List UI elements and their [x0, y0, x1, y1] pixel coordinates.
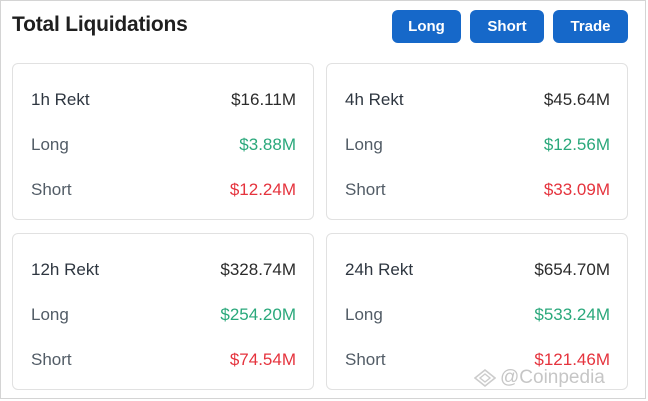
short-label: Short — [31, 350, 72, 369]
total-value: $654.70M — [534, 260, 610, 279]
long-label: Long — [31, 305, 69, 324]
watermark-text: @Coinpedia — [500, 367, 605, 388]
period-label: 24h Rekt — [345, 260, 414, 279]
card-short-row: Short $12.24M — [31, 179, 296, 201]
coinpedia-logo-icon — [474, 369, 496, 387]
card-long-row: Long $12.56M — [345, 134, 610, 156]
long-label: Long — [345, 135, 383, 154]
short-button[interactable]: Short — [470, 10, 544, 43]
card-total-row: 24h Rekt $654.70M — [345, 259, 610, 281]
liquidation-card-4h: 4h Rekt $45.64M Long $12.56M Short $33.0… — [326, 63, 628, 220]
card-short-row: Short $33.09M — [345, 179, 610, 201]
long-value: $254.20M — [220, 305, 296, 324]
card-long-row: Long $3.88M — [31, 134, 296, 156]
short-value: $12.24M — [229, 180, 296, 199]
short-value: $33.09M — [543, 180, 610, 199]
long-value: $12.56M — [543, 135, 610, 154]
card-long-row: Long $533.24M — [345, 304, 610, 326]
liquidation-card-12h: 12h Rekt $328.74M Long $254.20M Short $7… — [12, 233, 314, 390]
card-total-row: 4h Rekt $45.64M — [345, 89, 610, 111]
trade-button[interactable]: Trade — [553, 10, 628, 43]
short-value: $74.54M — [229, 350, 296, 369]
short-label: Short — [345, 350, 386, 369]
period-label: 1h Rekt — [31, 90, 90, 109]
period-label: 12h Rekt — [31, 260, 100, 279]
page-title: Total Liquidations — [12, 13, 188, 36]
card-short-row: Short $74.54M — [31, 349, 296, 371]
long-button[interactable]: Long — [392, 10, 461, 43]
watermark: @Coinpedia — [474, 367, 605, 389]
period-label: 4h Rekt — [345, 90, 404, 109]
card-long-row: Long $254.20M — [31, 304, 296, 326]
liquidation-card-1h: 1h Rekt $16.11M Long $3.88M Short $12.24… — [12, 63, 314, 220]
card-total-row: 1h Rekt $16.11M — [31, 89, 296, 111]
short-label: Short — [345, 180, 386, 199]
card-short-row: Short $121.46M — [345, 349, 610, 371]
liquidation-card-24h: 24h Rekt $654.70M Long $533.24M Short $1… — [326, 233, 628, 390]
card-total-row: 12h Rekt $328.74M — [31, 259, 296, 281]
total-value: $45.64M — [543, 90, 610, 109]
short-label: Short — [31, 180, 72, 199]
total-value: $16.11M — [231, 90, 296, 109]
long-label: Long — [31, 135, 69, 154]
long-value: $3.88M — [239, 135, 296, 154]
long-value: $533.24M — [534, 305, 610, 324]
short-value: $121.46M — [534, 350, 610, 369]
total-value: $328.74M — [220, 260, 296, 279]
long-label: Long — [345, 305, 383, 324]
